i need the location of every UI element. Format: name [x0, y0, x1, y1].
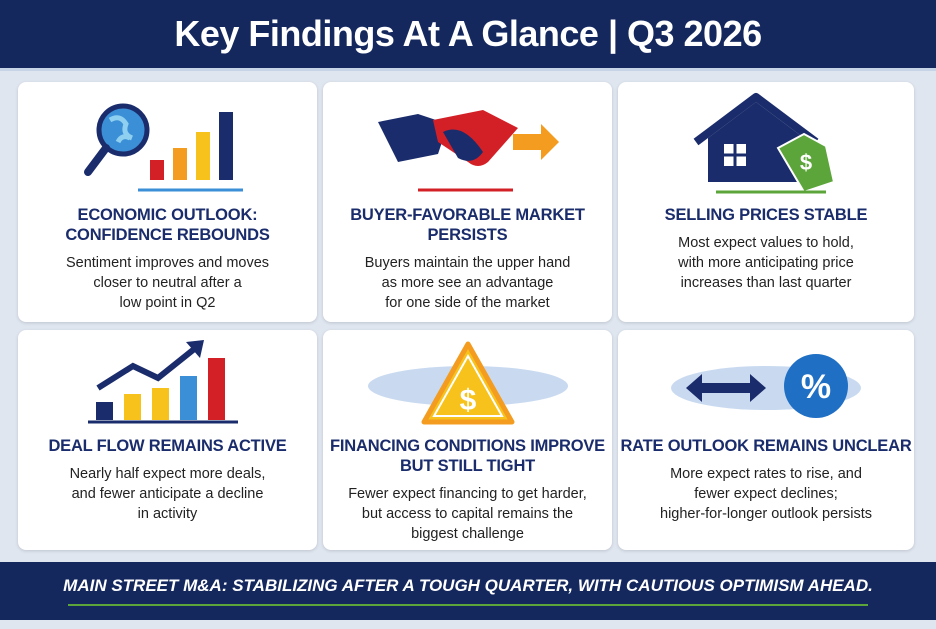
card-body: Nearly half expect more deals, and fewer …	[70, 464, 266, 524]
icon: $	[367, 341, 568, 425]
card-grid: ECONOMIC OUTLOOK: CONFIDENCE REBOUNDS Sen…	[18, 82, 914, 550]
body-line: Most expect values to hold,	[678, 235, 854, 251]
svg-text:$: $	[800, 150, 812, 175]
title-line: FINANCING CONDITIONS IMPROVE	[330, 437, 605, 455]
body-line: with more anticipating price	[678, 255, 854, 271]
page-title: Key Findings At A Glance | Q3 2026	[174, 13, 762, 54]
card: % RATE OUTLOOK REMAINS UNCLEAR More expe…	[618, 330, 914, 550]
body-line: and fewer anticipate a decline	[71, 486, 264, 502]
title-line: RATE OUTLOOK REMAINS UNCLEAR	[620, 437, 912, 455]
card-title: FINANCING CONDITIONS IMPROVE BUT STILL TI…	[330, 436, 605, 476]
body-line: Fewer expect financing to get harder,	[348, 486, 587, 502]
body-line: biggest challenge	[411, 526, 524, 542]
footer-rule	[68, 604, 868, 606]
card-title: ECONOMIC OUTLOOK: CONFIDENCE REBOUNDS	[65, 205, 269, 245]
header: Key Findings At A Glance | Q3 2026	[0, 0, 936, 71]
body-line: but access to capital remains the	[361, 506, 574, 522]
icon: $	[693, 93, 836, 194]
card-title: DEAL FLOW REMAINS ACTIVE	[48, 436, 286, 456]
card-body: Fewer expect financing to get harder, but…	[348, 484, 587, 544]
body-line: fewer expect declines;	[694, 486, 838, 502]
body-line: as more see an advantage	[381, 275, 554, 291]
title-line: ECONOMIC OUTLOOK:	[77, 206, 258, 224]
icon	[87, 340, 238, 424]
card: DEAL FLOW REMAINS ACTIVE Nearly half exp…	[18, 330, 317, 550]
card-title: RATE OUTLOOK REMAINS UNCLEAR	[620, 436, 911, 456]
title-line: PERSISTS	[427, 226, 508, 244]
body-line: Buyers maintain the upper hand	[364, 255, 571, 271]
body-line: in activity	[137, 506, 198, 522]
title-line: BUT STILL TIGHT	[399, 457, 536, 475]
card: $ SELLING PRICES STABLE Most expect valu…	[618, 82, 914, 322]
svg-text:$: $	[459, 384, 476, 417]
card-body: More expect rates to rise, and fewer expe…	[660, 464, 872, 524]
card: ECONOMIC OUTLOOK: CONFIDENCE REBOUNDS Sen…	[18, 82, 317, 322]
body-line: closer to neutral after a	[93, 275, 242, 291]
svg-text:%: %	[801, 368, 831, 406]
card-body: Sentiment improves and moves closer to ne…	[66, 253, 269, 313]
card-title: SELLING PRICES STABLE	[665, 205, 868, 225]
title-line: SELLING PRICES STABLE	[664, 206, 868, 224]
body-line: increases than last quarter	[680, 275, 852, 291]
body-line: More expect rates to rise, and	[670, 466, 862, 482]
title-line: DEAL FLOW REMAINS ACTIVE	[48, 437, 287, 455]
card: BUYER-FAVORABLE MARKET PERSISTS Buyers ma…	[323, 82, 612, 322]
icon	[377, 110, 559, 192]
body-line: Sentiment improves and moves	[65, 255, 270, 271]
title-line: CONFIDENCE REBOUNDS	[65, 226, 270, 244]
card: $ FINANCING CONDITIONS IMPROVE BUT STILL …	[323, 330, 612, 550]
body-line: Nearly half expect more deals,	[69, 466, 266, 482]
footer: MAIN STREET M&A: STABILIZING AFTER A TOU…	[0, 562, 936, 620]
card-body: Most expect values to hold, with more ant…	[678, 233, 854, 293]
icon: %	[671, 354, 861, 418]
body-line: low point in Q2	[119, 295, 216, 311]
title-line: BUYER-FAVORABLE MARKET	[350, 206, 585, 224]
body-line: for one side of the market	[385, 295, 550, 311]
footer-text: MAIN STREET M&A: STABILIZING AFTER A TOU…	[63, 576, 873, 595]
card-title: BUYER-FAVORABLE MARKET PERSISTS	[350, 205, 585, 245]
body-line: higher-for-longer outlook persists	[660, 506, 872, 522]
icon	[83, 103, 243, 192]
card-body: Buyers maintain the upper hand as more se…	[365, 253, 571, 313]
